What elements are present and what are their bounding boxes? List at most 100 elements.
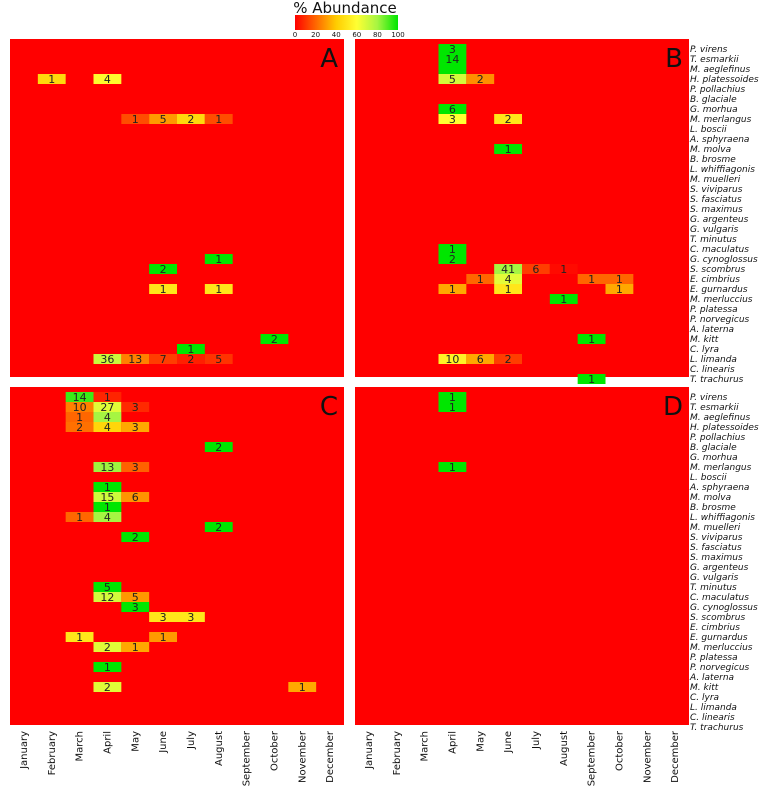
cell-value-label: 1 bbox=[104, 661, 111, 674]
species-label: S. maximus bbox=[690, 553, 743, 563]
month-label: September bbox=[587, 730, 598, 786]
heatmap-cell bbox=[204, 114, 233, 124]
panel-letter: A bbox=[320, 44, 338, 74]
cell-value-label: 1 bbox=[132, 113, 139, 126]
cell-value-label: 2 bbox=[160, 263, 167, 276]
heatmap-cell bbox=[65, 402, 94, 412]
cell-value-label: 1 bbox=[449, 243, 456, 256]
cell-value-label: 1 bbox=[449, 461, 456, 474]
cell-value-label: 10 bbox=[445, 353, 459, 366]
heatmap-cell bbox=[549, 294, 578, 304]
cell-value-label: 13 bbox=[100, 461, 114, 474]
heatmap-cell bbox=[438, 284, 467, 294]
species-label: H. platessoides bbox=[690, 75, 759, 85]
month-label: June bbox=[503, 731, 514, 754]
panel-background bbox=[10, 39, 344, 377]
species-label: P. norvegicus bbox=[690, 663, 750, 673]
heatmap-cell bbox=[121, 592, 150, 602]
species-label: P. platessa bbox=[690, 305, 738, 315]
species-label: T. esmarkii bbox=[690, 55, 739, 65]
cell-value-label: 1 bbox=[104, 501, 111, 514]
cell-value-label: 3 bbox=[449, 43, 456, 56]
species-label: S. fasciatus bbox=[690, 195, 742, 205]
month-label: August bbox=[214, 731, 225, 766]
heatmap-cell bbox=[494, 284, 522, 294]
month-label: July bbox=[186, 731, 197, 750]
cell-value-label: 2 bbox=[215, 521, 222, 534]
heatmap-cell bbox=[522, 264, 550, 274]
month-label: December bbox=[670, 730, 681, 783]
heatmap-cell bbox=[121, 422, 150, 432]
cell-value-label: 10 bbox=[73, 401, 87, 414]
cell-value-label: 1 bbox=[449, 401, 456, 414]
heatmap-cell bbox=[438, 354, 467, 364]
cell-value-label: 4 bbox=[505, 273, 512, 286]
cell-value-label: 4 bbox=[104, 73, 111, 86]
cell-value-label: 6 bbox=[477, 353, 484, 366]
species-label: C. maculatus bbox=[690, 593, 749, 603]
cell-value-label: 1 bbox=[449, 283, 456, 296]
heatmap-cell bbox=[93, 662, 122, 672]
cell-value-label: 2 bbox=[477, 73, 484, 86]
species-label: C. lyra bbox=[690, 693, 719, 703]
species-label: S. fasciatus bbox=[690, 543, 742, 553]
heatmap-cell bbox=[438, 74, 467, 84]
cell-value-label: 1 bbox=[560, 293, 567, 306]
cell-value-label: 14 bbox=[445, 53, 459, 66]
heatmap-cell bbox=[438, 392, 467, 402]
cell-value-label: 2 bbox=[187, 353, 194, 366]
heatmap-cell bbox=[149, 632, 177, 642]
month-label: October bbox=[269, 730, 280, 771]
heatmap-cell bbox=[65, 422, 94, 432]
month-label: December bbox=[325, 730, 336, 783]
cell-value-label: 1 bbox=[215, 113, 222, 126]
heatmap-cell bbox=[494, 144, 522, 154]
species-label: B. brosme bbox=[690, 503, 736, 513]
cell-value-label: 1 bbox=[104, 481, 111, 494]
species-label: L. limanda bbox=[690, 703, 737, 713]
cell-value-label: 41 bbox=[501, 263, 515, 276]
species-label: A. laterna bbox=[689, 325, 734, 335]
heatmap-cell bbox=[93, 402, 122, 412]
cell-value-label: 2 bbox=[76, 421, 83, 434]
species-label: M. merluccius bbox=[690, 295, 753, 305]
species-label: E. gurnardus bbox=[690, 285, 748, 295]
heatmap-cell bbox=[121, 402, 150, 412]
heatmap-cell bbox=[37, 74, 66, 84]
month-label: September bbox=[242, 730, 253, 786]
species-label: C. maculatus bbox=[690, 245, 749, 255]
species-label: A. sphyraena bbox=[689, 483, 749, 493]
species-label: T. trachurus bbox=[690, 723, 744, 733]
heatmap-cell bbox=[260, 334, 289, 344]
heatmap-cell bbox=[149, 114, 177, 124]
month-label: January bbox=[19, 731, 30, 770]
heatmap-cell bbox=[149, 284, 177, 294]
heatmap-cell bbox=[149, 264, 177, 274]
cell-value-label: 4 bbox=[104, 421, 111, 434]
heatmap-cell bbox=[438, 64, 467, 74]
heatmap-cell bbox=[204, 354, 233, 364]
cell-value-label: 1 bbox=[48, 73, 55, 86]
heatmap-cell bbox=[93, 354, 122, 364]
species-label: P. virens bbox=[690, 393, 728, 403]
species-label: S. scombrus bbox=[690, 265, 745, 275]
cell-value-label: 1 bbox=[187, 343, 194, 356]
heatmap-cell bbox=[605, 284, 634, 294]
species-label: H. platessoides bbox=[690, 423, 759, 433]
heatmap-cell bbox=[149, 612, 177, 622]
species-label: B. glaciale bbox=[690, 443, 737, 453]
legend-title: % Abundance bbox=[293, 0, 397, 17]
cell-value-label: 6 bbox=[132, 491, 139, 504]
cell-value-label: 6 bbox=[449, 103, 456, 116]
heatmap-cell bbox=[494, 354, 522, 364]
species-label: C. linearis bbox=[690, 365, 735, 375]
month-label: February bbox=[47, 731, 58, 775]
cell-value-label: 2 bbox=[449, 253, 456, 266]
cell-value-label: 4 bbox=[104, 511, 111, 524]
species-label: M. kitt bbox=[690, 683, 719, 693]
cell-value-label: 6 bbox=[532, 263, 539, 276]
